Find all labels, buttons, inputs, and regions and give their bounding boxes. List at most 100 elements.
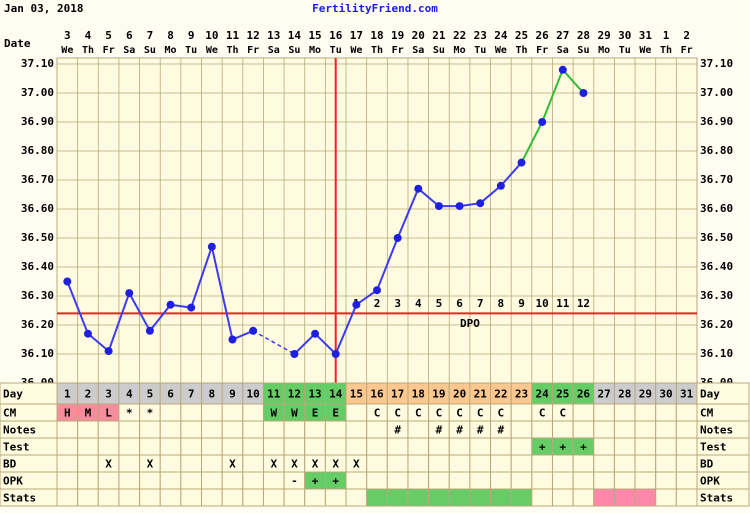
y-tick-label-right: 36.70 [700, 173, 733, 186]
cell-value: X [105, 458, 112, 471]
dpo-number: 7 [477, 297, 484, 310]
cell-value: * [126, 407, 133, 420]
table-cell [221, 420, 244, 439]
table-cell [159, 437, 182, 456]
cell-value: C [559, 407, 566, 420]
day-number: 18 [412, 388, 425, 401]
table-cell [283, 437, 306, 456]
y-tick-label: 36.80 [21, 144, 54, 157]
table-cell [159, 471, 182, 490]
date-label: 8 [167, 29, 174, 42]
cell-value: L [105, 407, 112, 420]
day-number: 7 [188, 388, 195, 401]
table-cell [118, 454, 141, 473]
table-cell [428, 454, 450, 473]
day-number: 16 [370, 388, 384, 401]
dpo-number: 2 [374, 297, 381, 310]
day-number: 31 [680, 388, 694, 401]
day-number: 10 [247, 388, 260, 401]
cell-value: X [270, 458, 277, 471]
weekday-label: Fr [536, 45, 548, 56]
table-cell [572, 471, 595, 490]
temperature-point [455, 202, 464, 211]
table-cell [242, 454, 264, 473]
table-cell [366, 488, 388, 507]
temperature-point [63, 277, 72, 286]
cell-value: # [456, 424, 463, 437]
date-label: 17 [350, 29, 363, 42]
date-label: 30 [618, 29, 631, 42]
weekday-label: Fr [247, 45, 259, 56]
table-cell [221, 437, 244, 456]
temperature-point [579, 89, 588, 97]
table-cell [613, 420, 636, 439]
table-cell [366, 454, 388, 473]
weekday-label: Su [288, 45, 300, 56]
cell-value: # [394, 424, 401, 437]
table-cell [242, 420, 264, 439]
temperature-point [104, 347, 113, 356]
table-cell [593, 454, 615, 473]
table-cell [490, 437, 512, 456]
y-tick-label-right: 36.50 [700, 231, 733, 244]
cell-value: C [415, 407, 422, 420]
day-number: 5 [147, 388, 154, 401]
table-cell [180, 437, 203, 456]
table-cell [221, 471, 244, 490]
table-cell [201, 454, 223, 473]
table-cell [324, 437, 347, 456]
table-cell [634, 437, 657, 456]
cell-value: # [436, 424, 443, 437]
y-tick-label: 36.50 [21, 231, 54, 244]
table-cell [262, 437, 285, 456]
date-label: 14 [288, 29, 302, 42]
table-cell [262, 420, 285, 439]
dpo-number: 4 [415, 297, 422, 310]
table-cell [572, 420, 595, 439]
table-cell [675, 488, 698, 507]
table-cell [428, 437, 450, 456]
table-cell [118, 437, 141, 456]
y-tick-label-right: 36.20 [700, 318, 733, 331]
date-label: 29 [597, 29, 610, 42]
table-cell [551, 488, 574, 507]
table-cell [551, 471, 574, 490]
cell-value: X [312, 458, 319, 471]
table-cell [593, 488, 615, 507]
table-cell [180, 403, 203, 422]
date-label: 28 [577, 29, 590, 42]
row-label: CM [3, 407, 17, 420]
table-cell [304, 437, 326, 456]
y-tick-label: 37.10 [21, 57, 54, 70]
y-tick-label: 36.90 [21, 115, 54, 128]
dpo-number: 12 [577, 297, 590, 310]
y-tick-label: 36.20 [21, 318, 54, 331]
date-label: 13 [267, 29, 280, 42]
table-cell [675, 403, 698, 422]
table-cell [118, 420, 141, 439]
table-cell [56, 437, 79, 456]
y-tick-label: 36.30 [21, 289, 54, 302]
table-cell [324, 488, 347, 507]
cell-value: C [436, 407, 443, 420]
temperature-point [352, 300, 361, 309]
day-number: 27 [597, 388, 610, 401]
row-label: Notes [3, 424, 36, 437]
temperature-point [538, 118, 547, 126]
table-cell [634, 454, 657, 473]
table-cell [448, 471, 471, 490]
table-cell [139, 420, 161, 439]
table-cell [242, 488, 264, 507]
table-cell [634, 420, 657, 439]
temperature-point [373, 286, 381, 295]
day-number: 29 [639, 388, 652, 401]
row-label-right: CM [700, 407, 714, 420]
table-cell [510, 420, 533, 439]
day-number: 28 [618, 388, 631, 401]
cell-value: W [270, 407, 277, 420]
weekday-label: We [495, 45, 507, 56]
weekday-label: Th [226, 45, 238, 56]
weekday-label: Mo [309, 45, 321, 56]
temperature-point [476, 199, 485, 208]
table-cell [77, 488, 99, 507]
